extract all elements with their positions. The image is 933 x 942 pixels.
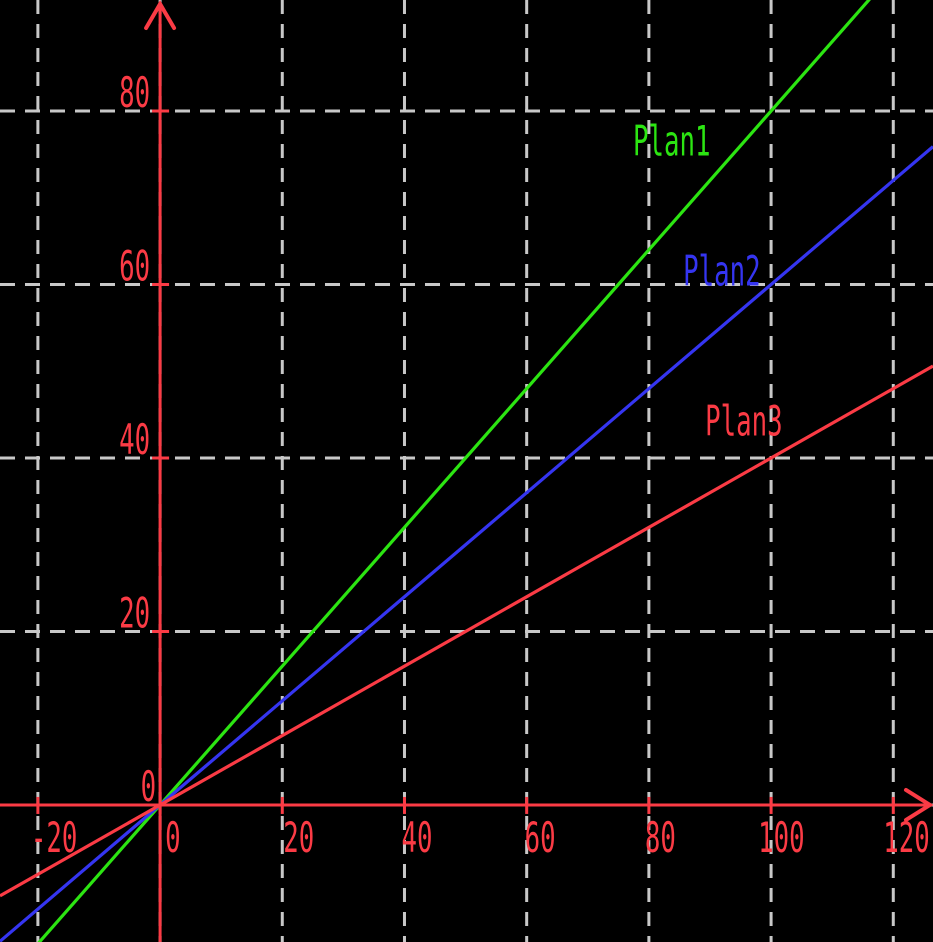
series-line-plan3 <box>0 364 933 898</box>
x-tick-label: 60 <box>525 813 556 862</box>
x-axis-arrow-icon <box>904 787 933 822</box>
y-tick-label: 40 <box>119 415 150 464</box>
x-tick-label: 120 <box>883 813 930 862</box>
x-tick-label: 20 <box>283 813 314 862</box>
x-tick-label: 40 <box>401 813 432 862</box>
series-label-plan3: Plan3 <box>705 396 783 445</box>
y-tick-label: 0 <box>141 762 157 811</box>
y-tick-label: 20 <box>119 588 150 637</box>
x-tick-label: 0 <box>165 813 181 862</box>
y-tick-label: 60 <box>119 242 150 291</box>
y-axis-arrow-icon <box>144 0 177 30</box>
x-tick-label: -20 <box>31 813 78 862</box>
series-label-plan1: Plan1 <box>633 116 711 165</box>
y-tick-label: 80 <box>119 68 150 117</box>
x-tick-label: 80 <box>645 813 676 862</box>
x-tick-label: 100 <box>758 813 805 862</box>
series-label-plan2: Plan2 <box>683 246 761 295</box>
